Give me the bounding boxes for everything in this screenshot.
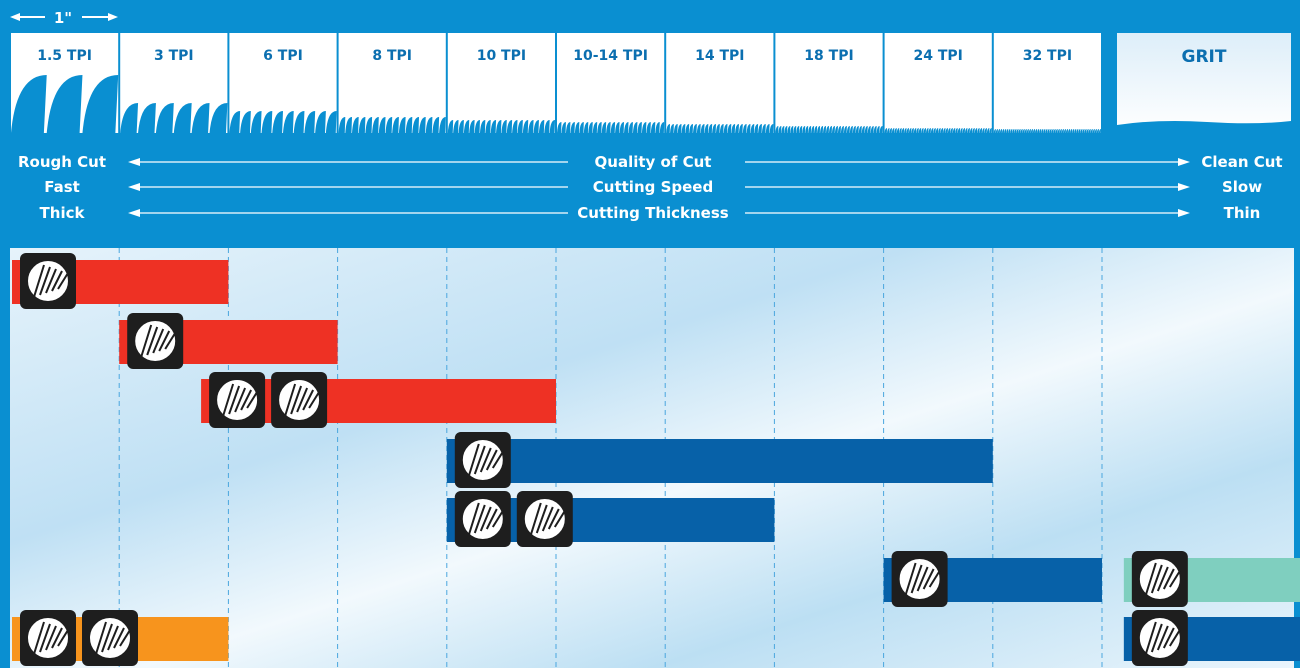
legend-right: Slow (1222, 178, 1262, 196)
tpi-label: 1.5 TPI (37, 48, 92, 64)
range-bar (446, 439, 993, 483)
metal-channel-icon (516, 491, 573, 547)
legend-left: Fast (44, 178, 80, 196)
material-band-7 (1123, 551, 1300, 607)
tpi-column-1: 1.5 TPI (11, 33, 119, 133)
tile-icon (1131, 551, 1188, 607)
legend-center: Cutting Thickness (577, 204, 729, 222)
legend-row-2: Fast Cutting Speed Slow (44, 178, 1262, 196)
tpi-column-4: 8 TPI (338, 33, 446, 133)
material-band-6 (883, 551, 1102, 607)
grit-label: GRIT (1182, 47, 1227, 67)
grit-column: GRIT (1117, 33, 1291, 133)
one-inch-ruler: 1" (10, 9, 118, 27)
metal-pipe-icon (454, 491, 511, 547)
blade-teeth (120, 103, 228, 133)
metal-angle-icon (454, 432, 511, 488)
sheet-metal-icon (891, 551, 948, 607)
tpi-column-10: 32 TPI (993, 33, 1101, 133)
drywall-icon (20, 610, 76, 666)
material-band-2 (119, 313, 338, 369)
tpi-column-9: 24 TPI (884, 33, 992, 133)
cement-board-icon (82, 610, 138, 666)
material-bands (12, 253, 1300, 666)
legend-right: Thin (1224, 204, 1261, 222)
tpi-label: 10 TPI (477, 48, 526, 64)
tpi-column-2: 3 TPI (120, 33, 228, 133)
tpi-header: 1.5 TPI 3 TPI 6 TPI 8 TPI 10 TPI 10-14 TPI 14 … (11, 33, 1291, 133)
log-icon (20, 253, 76, 309)
tpi-column-8: 18 TPI (775, 33, 883, 133)
branch-icon (127, 313, 184, 369)
cast-iron-icon (1131, 610, 1188, 666)
legend-left: Rough Cut (18, 153, 106, 171)
tpi-column-3: 6 TPI (229, 33, 337, 133)
material-band-8 (1123, 610, 1300, 666)
tpi-label: 14 TPI (695, 48, 744, 64)
tpi-label: 6 TPI (263, 48, 303, 64)
material-band-9 (12, 610, 229, 666)
legend-left: Thick (40, 204, 86, 222)
blade-teeth (775, 126, 883, 133)
material-band-3 (201, 372, 556, 428)
legend-center: Quality of Cut (595, 153, 712, 171)
material-band-4 (446, 432, 993, 488)
tpi-label: 24 TPI (914, 48, 963, 64)
blade-teeth (229, 111, 337, 133)
tpi-column-5: 10 TPI (447, 33, 555, 133)
arrow-left-icon (128, 158, 140, 166)
tpi-label: 8 TPI (372, 48, 412, 64)
arrow-right-icon (1178, 209, 1190, 217)
material-band-5 (446, 491, 775, 547)
tpi-column-6: 10-14 TPI (557, 33, 665, 133)
legend-row-3: Thick Cutting Thickness Thin (40, 204, 1261, 222)
legend-row-1: Rough Cut Quality of Cut Clean Cut (18, 153, 1283, 171)
legend-right: Clean Cut (1201, 153, 1282, 171)
blade-teeth (993, 129, 1101, 133)
blade-teeth (884, 128, 992, 133)
blade-teeth (666, 124, 774, 133)
ruler-label: 1" (54, 9, 72, 27)
tpi-label: 32 TPI (1023, 48, 1072, 64)
blade-teeth (11, 75, 119, 133)
legend-center: Cutting Speed (593, 178, 713, 196)
tpi-column-7: 14 TPI (666, 33, 774, 133)
arrow-right-icon (1178, 183, 1190, 191)
axis-legend: Rough Cut Quality of Cut Clean Cut Fast Cutt… (18, 153, 1283, 222)
blade-teeth (557, 122, 665, 133)
arrow-right-icon (1178, 158, 1190, 166)
wood-grain-icon (209, 372, 266, 428)
tpi-label: 10-14 TPI (573, 48, 648, 64)
grit-edge (1117, 121, 1291, 133)
arrow-left-icon (128, 209, 140, 217)
material-band-1 (12, 253, 229, 309)
arrow-left-icon (128, 183, 140, 191)
tpi-label: 3 TPI (154, 48, 194, 64)
pipe-icon (271, 372, 328, 428)
tpi-label: 18 TPI (804, 48, 853, 64)
blade-teeth (338, 117, 446, 133)
